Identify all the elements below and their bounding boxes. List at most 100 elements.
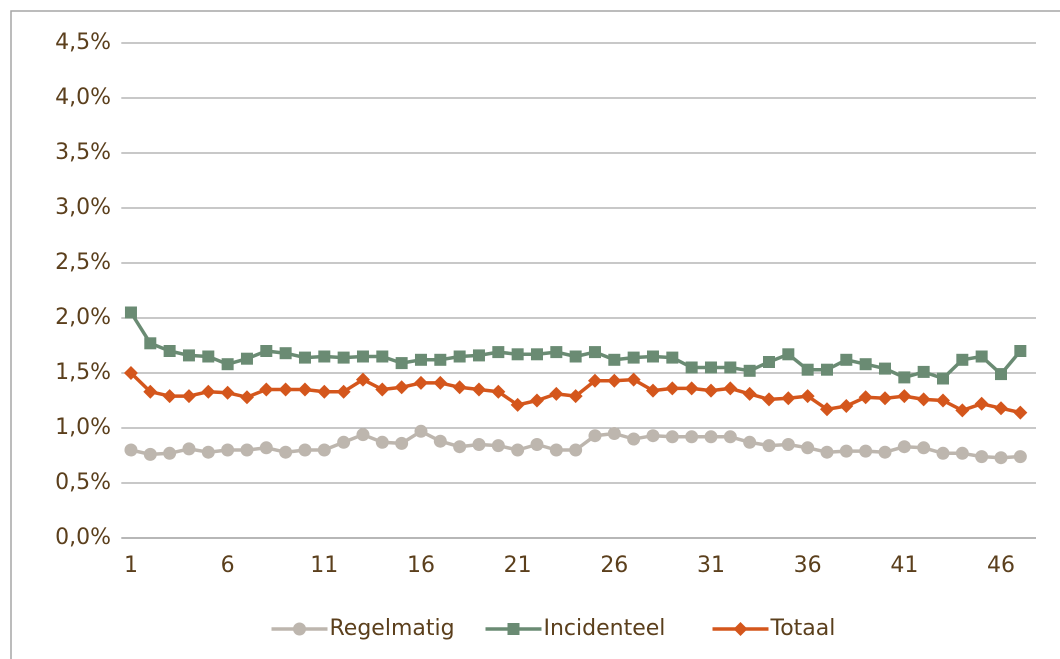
marker bbox=[917, 365, 930, 378]
marker bbox=[666, 351, 679, 364]
marker bbox=[163, 446, 177, 460]
x-tick-label: 1 bbox=[124, 553, 138, 578]
y-tick-label: 4,0% bbox=[55, 85, 111, 110]
x-tick-label: 46 bbox=[987, 553, 1015, 578]
legend-symbol bbox=[733, 622, 748, 636]
marker bbox=[568, 389, 583, 404]
marker bbox=[607, 373, 622, 388]
y-tick-label: 0,0% bbox=[55, 525, 111, 550]
marker bbox=[782, 348, 795, 361]
y-tick-label: 4,5% bbox=[55, 30, 111, 55]
marker bbox=[182, 349, 195, 362]
marker bbox=[433, 375, 448, 390]
marker bbox=[279, 445, 293, 459]
marker bbox=[530, 438, 544, 451]
x-tick-label: 41 bbox=[890, 553, 918, 578]
marker bbox=[955, 403, 970, 418]
x-tick-label: 31 bbox=[697, 553, 725, 578]
marker bbox=[355, 372, 370, 387]
marker bbox=[665, 430, 679, 444]
marker bbox=[645, 383, 660, 398]
marker bbox=[472, 349, 485, 362]
marker bbox=[994, 451, 1008, 465]
marker bbox=[549, 443, 563, 457]
marker bbox=[472, 438, 486, 451]
marker bbox=[239, 390, 254, 405]
marker bbox=[935, 393, 950, 408]
marker bbox=[375, 382, 390, 397]
marker bbox=[453, 440, 467, 454]
marker bbox=[511, 348, 524, 361]
marker bbox=[337, 435, 351, 449]
marker bbox=[356, 350, 369, 363]
marker bbox=[761, 392, 776, 407]
marker bbox=[550, 346, 563, 359]
marker bbox=[569, 443, 583, 457]
marker bbox=[859, 358, 872, 371]
marker bbox=[956, 353, 969, 366]
marker bbox=[820, 363, 833, 376]
marker bbox=[394, 380, 409, 395]
marker bbox=[298, 351, 311, 364]
marker bbox=[279, 347, 292, 360]
marker bbox=[181, 389, 196, 404]
marker bbox=[376, 350, 389, 363]
marker bbox=[318, 350, 331, 363]
marker bbox=[144, 337, 157, 350]
marker bbox=[240, 443, 254, 457]
marker bbox=[375, 435, 389, 449]
y-tick-label: 2,0% bbox=[55, 305, 111, 330]
marker bbox=[587, 373, 602, 388]
y-tick-label: 3,0% bbox=[55, 195, 111, 220]
marker bbox=[202, 350, 215, 363]
marker bbox=[452, 380, 467, 395]
marker bbox=[1013, 450, 1027, 464]
marker bbox=[510, 397, 525, 412]
marker bbox=[221, 443, 235, 457]
marker bbox=[743, 364, 756, 377]
marker bbox=[511, 443, 525, 457]
y-tick-label: 3,5% bbox=[55, 140, 111, 165]
marker bbox=[124, 443, 138, 457]
marker bbox=[685, 430, 699, 444]
marker bbox=[684, 381, 699, 396]
marker bbox=[743, 435, 757, 449]
x-tick-label: 21 bbox=[504, 553, 532, 578]
marker bbox=[703, 383, 718, 398]
marker bbox=[124, 306, 137, 319]
marker bbox=[434, 353, 447, 366]
marker bbox=[530, 348, 543, 361]
marker bbox=[936, 372, 949, 385]
marker bbox=[897, 440, 911, 454]
marker bbox=[278, 382, 293, 397]
marker bbox=[800, 389, 815, 404]
marker bbox=[840, 353, 853, 366]
marker bbox=[163, 345, 176, 357]
marker bbox=[491, 384, 506, 399]
x-tick-label: 16 bbox=[407, 553, 435, 578]
marker bbox=[858, 390, 873, 405]
marker bbox=[820, 445, 834, 459]
marker bbox=[395, 436, 409, 450]
legend-marker bbox=[733, 622, 748, 636]
marker bbox=[491, 439, 505, 453]
y-tick-label: 1,0% bbox=[55, 415, 111, 440]
marker bbox=[704, 361, 717, 374]
marker bbox=[259, 382, 274, 397]
marker bbox=[646, 429, 660, 443]
legend-symbol bbox=[507, 623, 520, 635]
marker bbox=[1013, 405, 1028, 420]
marker bbox=[993, 401, 1008, 416]
marker bbox=[413, 375, 428, 390]
marker bbox=[492, 346, 505, 359]
legend-label: Totaal bbox=[770, 616, 836, 641]
marker bbox=[723, 381, 738, 396]
marker bbox=[240, 352, 253, 365]
marker bbox=[569, 350, 582, 363]
marker bbox=[201, 384, 216, 399]
chart-border bbox=[10, 10, 1060, 659]
marker bbox=[608, 353, 621, 366]
marker bbox=[916, 392, 931, 407]
marker bbox=[781, 391, 796, 406]
